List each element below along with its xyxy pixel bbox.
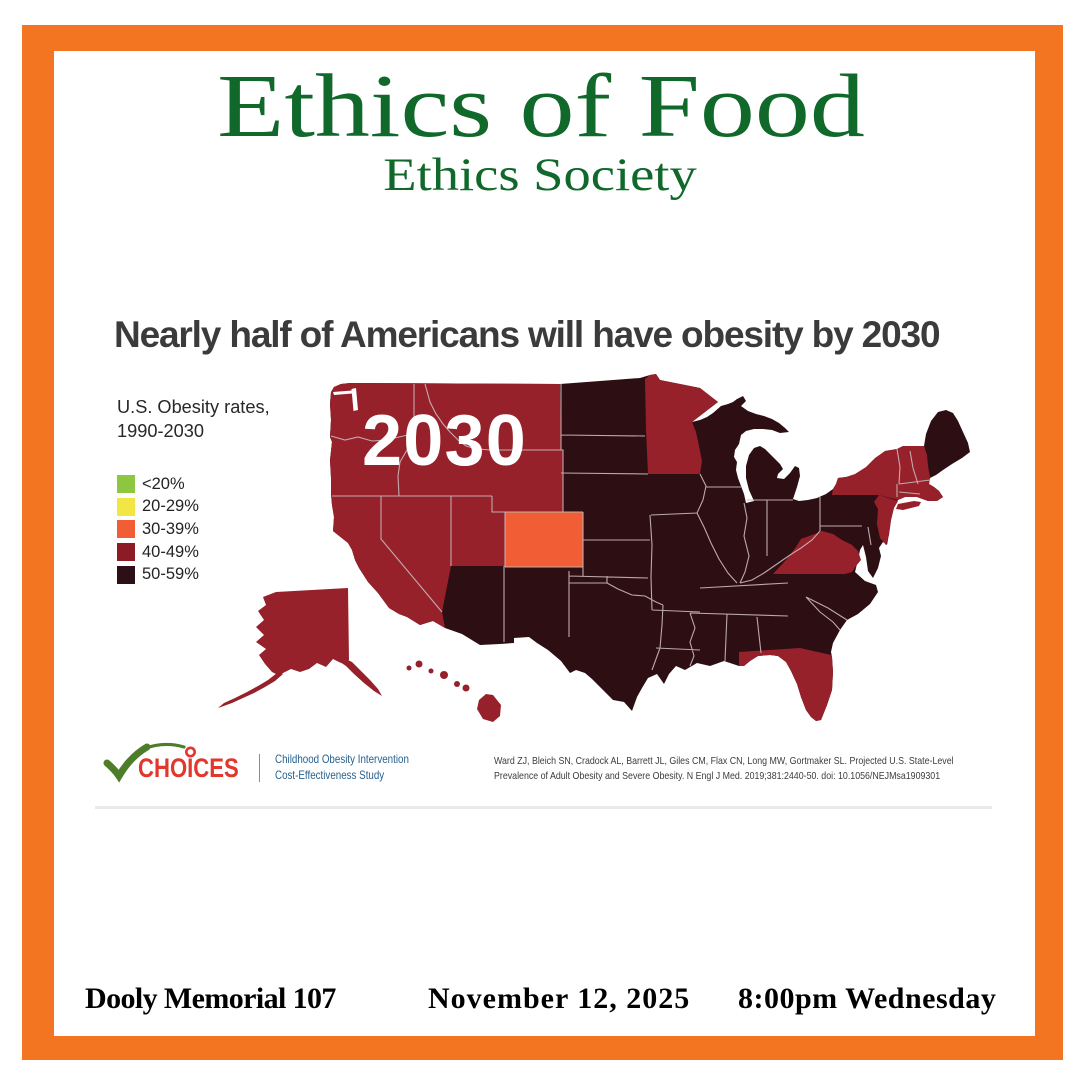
svg-text:2030: 2030 <box>362 401 527 481</box>
